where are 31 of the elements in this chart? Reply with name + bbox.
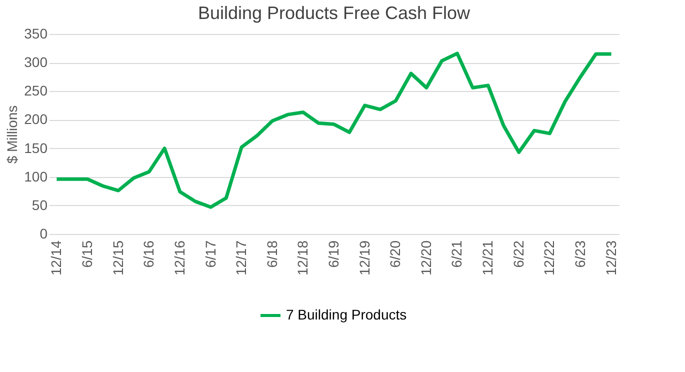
x-tick-label: 6/23 — [572, 240, 588, 268]
x-tick-label: 6/21 — [448, 240, 465, 268]
x-tick-label: 12/22 — [541, 240, 558, 276]
x-tick-label: 12/23 — [602, 240, 619, 276]
y-tick-label: 0 — [40, 226, 48, 242]
x-tick-label: 12/16 — [171, 240, 188, 276]
y-tick-label: 50 — [32, 196, 48, 213]
y-tick-label: 200 — [24, 111, 48, 128]
y-tick-label: 300 — [24, 54, 48, 70]
x-tick-label: 6/18 — [264, 240, 280, 268]
y-tick-label: 150 — [24, 140, 48, 156]
legend-label: 7 Building Products — [286, 306, 407, 322]
x-tick-label: 12/14 — [48, 240, 64, 276]
x-tick-label: 12/17 — [233, 240, 250, 276]
x-tick-label: 6/16 — [140, 240, 157, 268]
y-tick-label: 350 — [24, 26, 48, 42]
x-tick-label: 6/19 — [326, 240, 342, 268]
y-axis-title: $ Millions — [4, 105, 20, 164]
x-tick-label: 12/15 — [110, 240, 126, 276]
x-tick-label: 12/18 — [294, 240, 311, 276]
chart-title: Building Products Free Cash Flow — [198, 3, 472, 23]
x-tick-label: 6/17 — [202, 240, 218, 268]
x-tick-label: 12/20 — [418, 240, 434, 276]
x-tick-label: 12/21 — [480, 240, 496, 276]
x-tick-label: 6/22 — [510, 240, 526, 268]
y-tick-label: 100 — [24, 168, 48, 184]
y-tick-label: 250 — [24, 82, 48, 99]
line-series — [54, 52, 614, 209]
x-tick-label: 6/15 — [79, 240, 96, 268]
x-tick-label: 6/20 — [387, 240, 404, 268]
x-tick-label: 12/19 — [356, 240, 372, 276]
